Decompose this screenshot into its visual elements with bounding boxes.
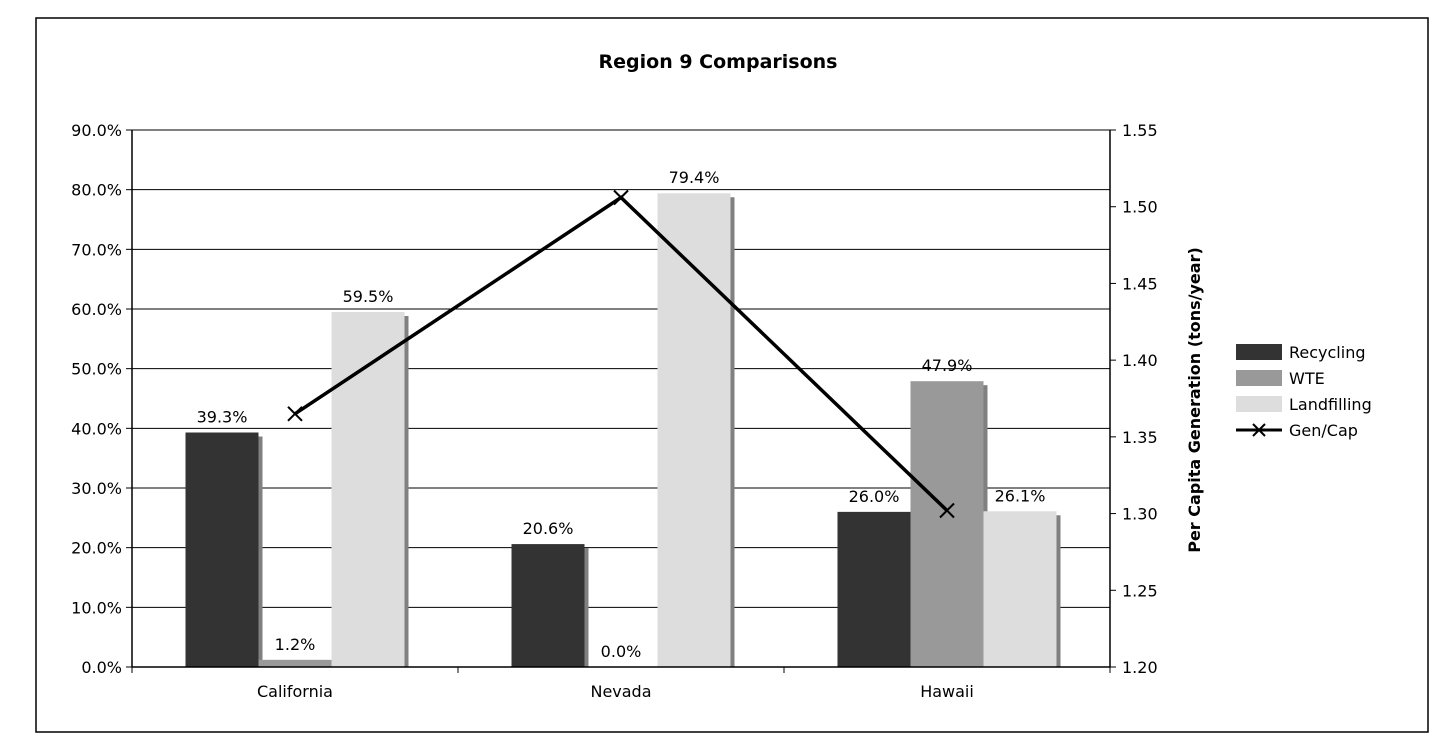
axes-layer: 0.0% 10.0% 20.0% 30.0% 40.0% 50.0% 60.0% 70.0% 8… xyxy=(71,121,1157,701)
right-axis-title: Per Capita Generation (tons/year) xyxy=(1185,247,1204,553)
marker-stroke xyxy=(613,189,629,206)
y-left-tick-label: 70.0% xyxy=(71,240,122,259)
line-layer xyxy=(287,189,955,519)
data-label: 20.6% xyxy=(523,519,574,538)
line-marker-x xyxy=(939,502,955,519)
y-right-tick-label: 1.50 xyxy=(1122,198,1158,217)
y-right-tick-label: 1.25 xyxy=(1122,581,1158,600)
y-left-tick-label: 30.0% xyxy=(71,479,122,498)
legend-label: Landfilling xyxy=(1289,395,1372,414)
legend-label: Recycling xyxy=(1289,343,1366,362)
bar-wte xyxy=(910,381,984,667)
legend-label: Gen/Cap xyxy=(1289,421,1358,440)
x-category-label: California xyxy=(257,682,333,701)
y-left-tick-label: 0.0% xyxy=(81,658,122,677)
bar-landfilling xyxy=(657,193,731,667)
y-right-tick-label: 1.20 xyxy=(1122,658,1158,677)
y-right-tick-label: 1.55 xyxy=(1122,121,1158,140)
labels-layer: 39.3% 1.2% 59.5% 20.6% 0.0% 79.4% 26.0% 47.9% 26… xyxy=(197,168,1046,661)
y-left-tick-label: 80.0% xyxy=(71,181,122,200)
bar-recycling xyxy=(837,511,911,667)
bar-landfilling xyxy=(331,311,405,667)
x-category-label: Hawaii xyxy=(920,682,974,701)
data-label: 0.0% xyxy=(601,642,642,661)
bar-wte xyxy=(258,659,332,667)
legend-label: WTE xyxy=(1289,369,1325,388)
y-right-tick-label: 1.35 xyxy=(1122,428,1158,447)
legend-marker-stroke xyxy=(1252,423,1266,437)
data-label: 47.9% xyxy=(922,356,973,375)
data-label: 39.3% xyxy=(197,408,248,427)
x-category-label: Nevada xyxy=(590,682,651,701)
y-right-tick-label: 1.30 xyxy=(1122,505,1158,524)
y-left-tick-label: 20.0% xyxy=(71,539,122,558)
data-label: 59.5% xyxy=(343,287,394,306)
data-label: 26.1% xyxy=(995,486,1046,505)
legend-swatch xyxy=(1236,344,1282,360)
data-label: 1.2% xyxy=(275,635,316,654)
y-left-tick-label: 90.0% xyxy=(71,121,122,140)
y-right-tick-label: 1.40 xyxy=(1122,351,1158,370)
bar-landfilling xyxy=(983,511,1057,667)
legend: Recycling WTE Landfilling Gen/Cap xyxy=(1236,343,1372,440)
bar-recycling xyxy=(511,544,585,667)
data-label: 26.0% xyxy=(849,487,900,506)
legend-swatch xyxy=(1236,370,1282,386)
chart-title: Region 9 Comparisons xyxy=(599,51,838,73)
bars-layer xyxy=(185,193,1061,667)
legend-swatch xyxy=(1236,396,1282,412)
line-marker-x xyxy=(287,406,303,422)
marker-stroke xyxy=(287,406,303,422)
line-marker-x xyxy=(613,189,629,206)
y-left-tick-label: 10.0% xyxy=(71,598,122,617)
y-left-tick-label: 40.0% xyxy=(71,419,122,438)
y-left-tick-label: 50.0% xyxy=(71,360,122,379)
data-label: 79.4% xyxy=(669,168,720,187)
bar-recycling xyxy=(185,432,259,667)
y-left-tick-label: 60.0% xyxy=(71,300,122,319)
marker-stroke xyxy=(939,502,955,519)
y-right-tick-label: 1.45 xyxy=(1122,274,1158,293)
